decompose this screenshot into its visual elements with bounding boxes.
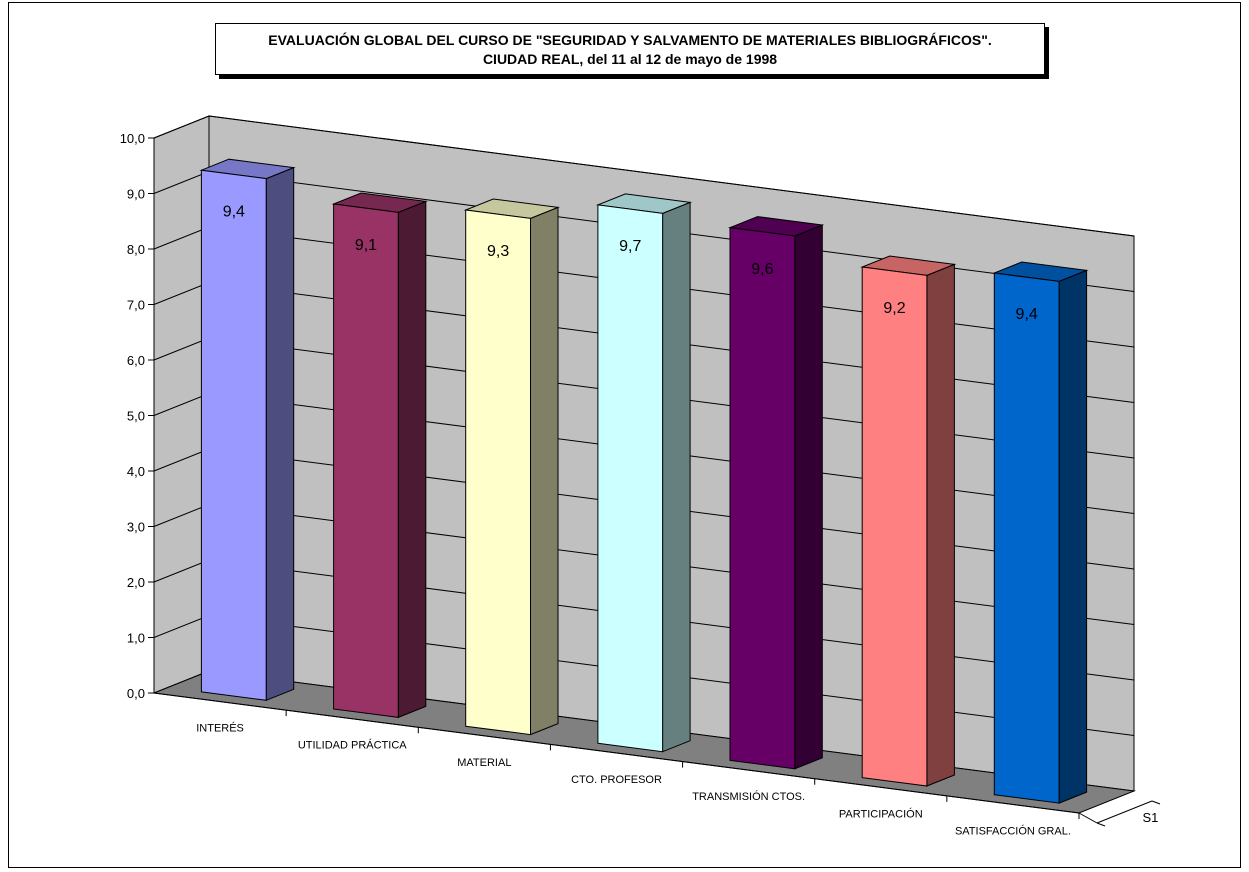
depth-axis-tick (1078, 812, 1098, 824)
y-tick-label: 3,0 (127, 520, 145, 535)
chart-plot: 0,0 1,0 2,0 3,0 4,0 5,0 6,0 7,0 8,0 9,0 10,0 S1 9,4… (120, 115, 1161, 837)
bar (331, 192, 428, 719)
labels: S1 9,4 INTERÉS 9,1 UTILIDAD PRÁCTICA 9,3 MATER… (196, 203, 1158, 837)
depth-axis-line (1096, 800, 1153, 824)
bar (463, 198, 560, 736)
y-tick-label: 0,0 (127, 686, 145, 701)
bar-front (465, 209, 531, 736)
category-label: INTERÉS (196, 722, 244, 735)
chart-title: EVALUACIÓN GLOBAL DEL CURSO DE "SEGURIDA… (268, 32, 992, 48)
gridline (153, 115, 1135, 237)
category-label: CTO. PROFESOR (571, 774, 662, 786)
bar (992, 261, 1089, 804)
chart-title-box: EVALUACIÓN GLOBAL DEL CURSO DE "SEGURIDA… (215, 23, 1045, 75)
data-label: 9,6 (751, 261, 773, 278)
bar (199, 158, 296, 702)
bar-side (397, 200, 427, 719)
bar-side (530, 206, 559, 736)
y-tick-label: 10,0 (120, 131, 145, 146)
y-tick-label: 6,0 (127, 353, 145, 368)
category-label: TRANSMISIÓN CTOS. (692, 790, 805, 803)
bar (728, 216, 825, 770)
depth-axis-tick (1096, 822, 1106, 827)
x-axis-line (153, 692, 1080, 814)
chart-subtitle: CIUDAD REAL, del 11 al 12 de mayo de 199… (482, 51, 778, 67)
bar-front (333, 203, 399, 718)
bar (860, 255, 957, 787)
data-label: 9,4 (1016, 306, 1038, 323)
y-tick-label: 5,0 (127, 409, 145, 424)
bar-front (729, 227, 796, 770)
bar-side (662, 201, 691, 753)
y-tick-label: 1,0 (127, 631, 145, 646)
depth-axis-tick (1151, 800, 1161, 805)
series-label: S1 (1143, 810, 1159, 825)
category-label: MATERIAL (457, 757, 511, 769)
category-label: SATISFACCIÓN GRAL. (955, 824, 1071, 837)
bar-front (861, 266, 928, 787)
data-label: 9,7 (619, 238, 641, 255)
bar-side (1058, 269, 1088, 804)
axes: 0,0 1,0 2,0 3,0 4,0 5,0 6,0 7,0 8,0 9,0 10,0 (120, 131, 1161, 827)
data-label: 9,3 (487, 243, 509, 260)
bar-side (265, 166, 295, 702)
category-label: PARTICIPACIÓN (839, 807, 923, 820)
data-label: 9,1 (355, 237, 377, 254)
bars (199, 158, 1089, 804)
y-tick-label: 4,0 (127, 464, 145, 479)
data-label: 9,2 (883, 300, 905, 317)
y-tick-label: 7,0 (127, 298, 145, 313)
bar-front (597, 204, 664, 753)
bar-side (794, 224, 823, 770)
chart-frame: 0,0 1,0 2,0 3,0 4,0 5,0 6,0 7,0 8,0 9,0 10,0 S1 9,4… (8, 2, 1241, 868)
bar-front (200, 169, 267, 701)
y-tick-label: 9,0 (127, 187, 145, 202)
y-tick-label: 8,0 (127, 242, 145, 257)
bar (595, 193, 693, 753)
category-label: UTILIDAD PRÁCTICA (298, 739, 407, 752)
bar-front (993, 272, 1060, 804)
data-label: 9,4 (223, 203, 245, 220)
y-tick-label: 2,0 (127, 575, 145, 590)
bar-side (926, 263, 955, 787)
